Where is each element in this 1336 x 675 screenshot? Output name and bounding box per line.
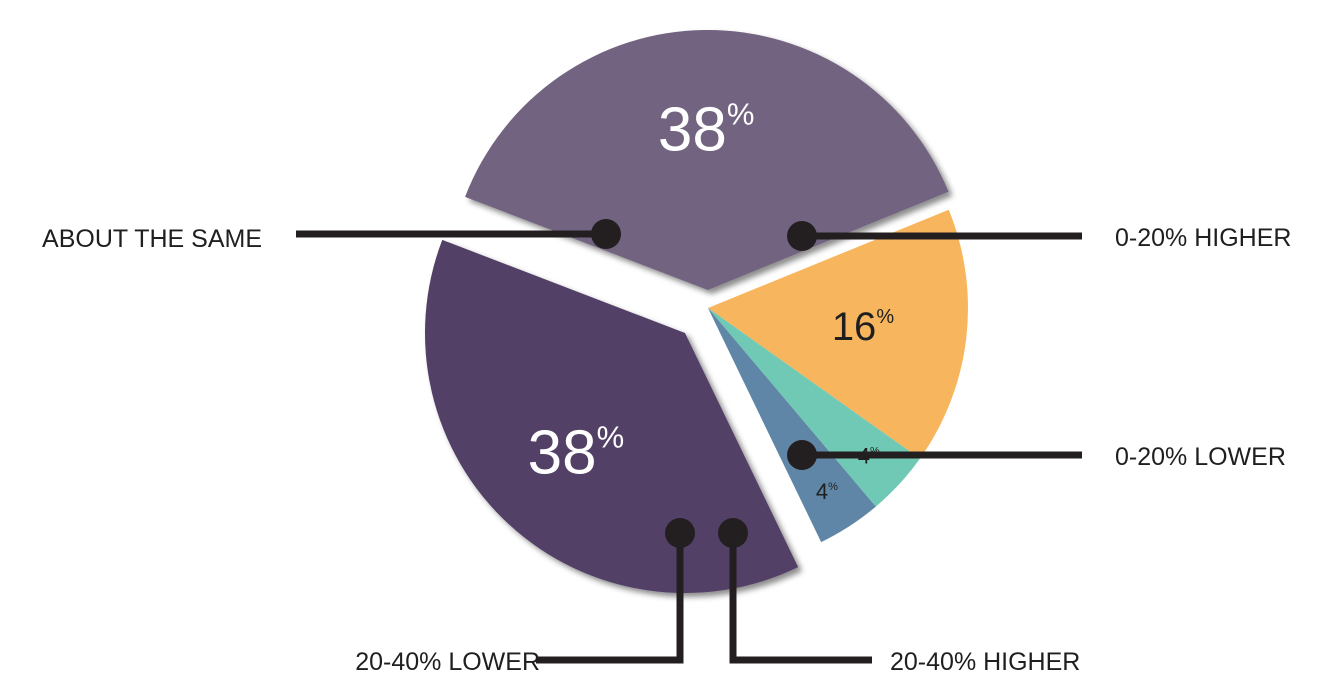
leader-dot	[591, 219, 621, 249]
leader-dot	[718, 518, 748, 548]
leader-dot	[787, 440, 817, 470]
percent-symbol: %	[876, 306, 894, 328]
slice-about-the-same	[424, 239, 799, 594]
leader-dot	[665, 518, 695, 548]
value-labels-group: 38%16%4%4%38%	[528, 96, 895, 504]
slices-group	[424, 30, 968, 594]
value-label: 38%	[658, 96, 755, 165]
value-label: 4%	[816, 479, 838, 504]
slice-0-20-higher	[465, 30, 949, 291]
category-label: 0-20% LOWER	[1115, 443, 1286, 471]
percent-symbol: %	[828, 481, 838, 493]
category-labels-group: 0-20% HIGHER 0-20% LOWER 20-40% HIGHER 20-4…	[42, 224, 1291, 675]
category-label: 0-20% HIGHER	[1115, 224, 1291, 252]
value-label: 16%	[832, 305, 895, 349]
value-number: 4	[816, 479, 828, 504]
category-label: 20-40% HIGHER	[890, 648, 1080, 675]
percent-symbol: %	[597, 419, 625, 454]
category-label: ABOUT THE SAME	[42, 225, 262, 253]
value-label: 38%	[528, 418, 625, 487]
leader-lines-group	[296, 219, 1082, 664]
category-label: 20-40% LOWER	[355, 648, 540, 675]
value-number: 38	[658, 96, 727, 165]
slice-0-20-lower	[708, 209, 968, 459]
leader-line	[536, 533, 684, 664]
leader-line	[729, 533, 872, 664]
percent-symbol: %	[727, 97, 755, 132]
slice-20-40-lower	[708, 308, 876, 543]
value-number: 16	[832, 305, 877, 349]
value-number: 38	[528, 418, 597, 487]
leader-dot	[787, 221, 817, 251]
